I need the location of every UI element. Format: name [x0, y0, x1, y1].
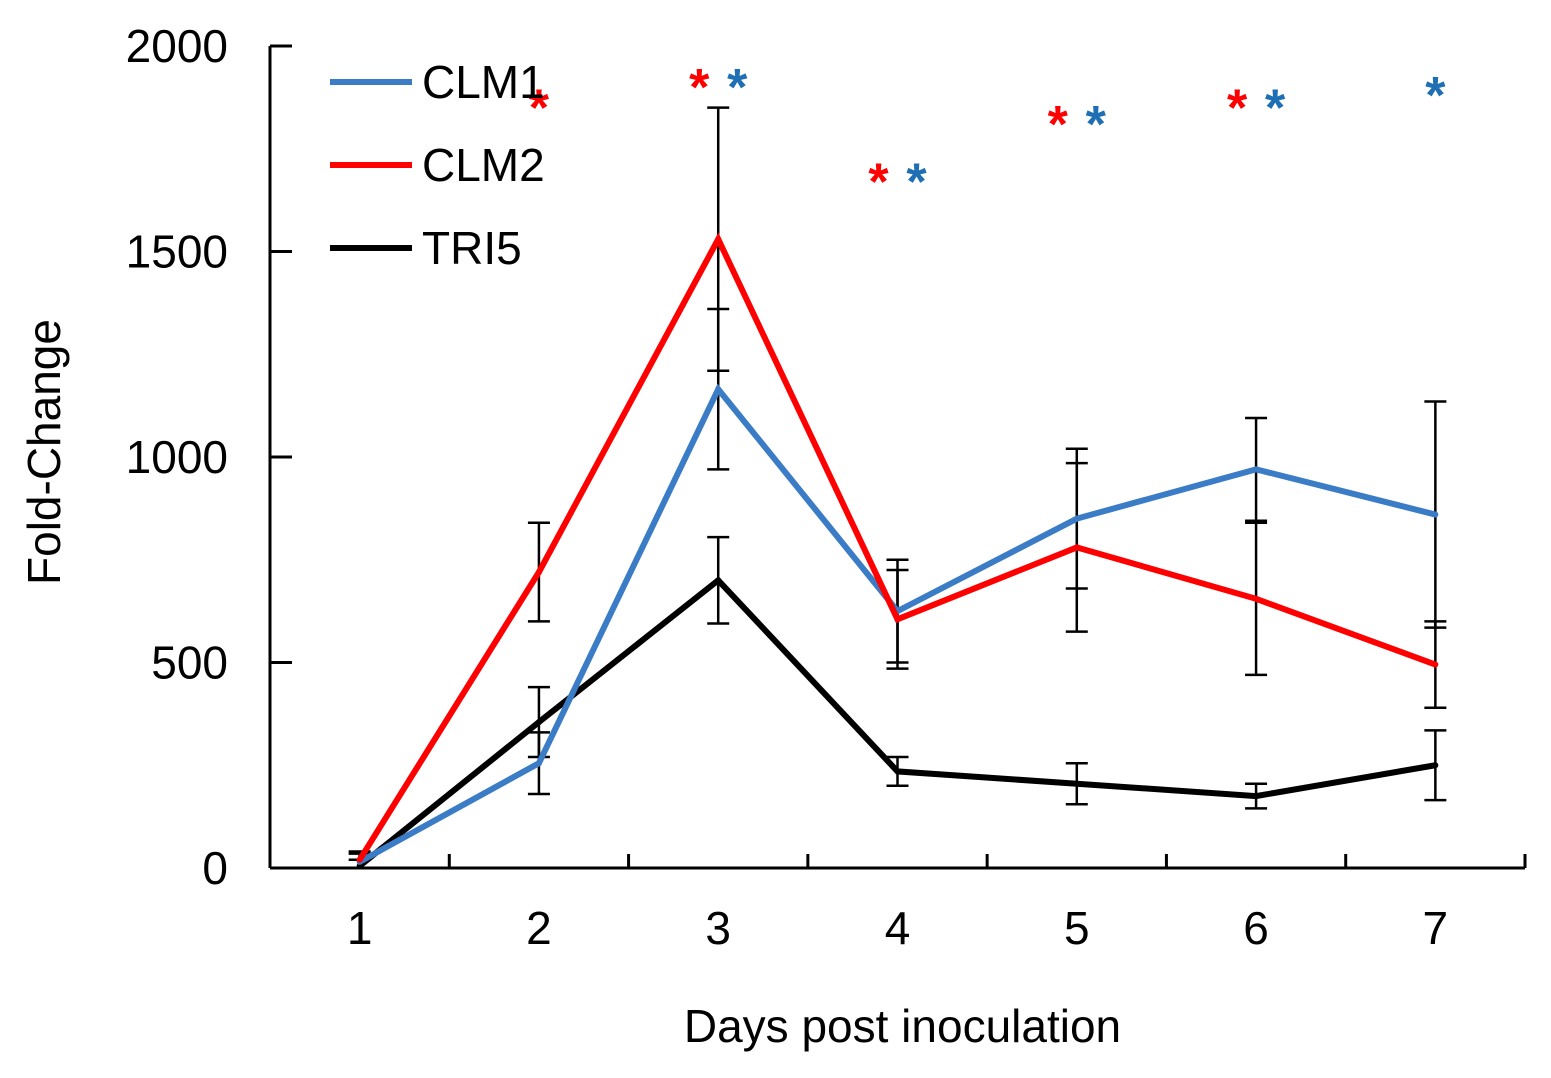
data-point-tri5	[1073, 780, 1080, 787]
y-tick-label: 1000	[126, 431, 228, 483]
data-point-clm1	[535, 760, 542, 767]
significance-star: *	[1227, 80, 1248, 138]
data-point-clm1	[715, 386, 722, 393]
significance-star: *	[868, 154, 889, 212]
significance-star: *	[529, 80, 550, 138]
x-tick-label: 3	[705, 902, 731, 954]
data-point-tri5	[535, 719, 542, 726]
x-tick-label: 6	[1243, 902, 1269, 954]
significance-star: *	[1048, 96, 1069, 154]
data-point-clm2	[1432, 661, 1439, 668]
significance-star: *	[727, 59, 748, 117]
data-point-clm1	[1073, 515, 1080, 522]
x-tick-label: 2	[526, 902, 552, 954]
data-point-clm2	[894, 616, 901, 623]
significance-annotations: * * * * * * * * * *	[529, 59, 1446, 212]
series-lines	[356, 232, 1439, 869]
data-point-tri5	[1253, 793, 1260, 800]
data-point-tri5	[715, 577, 722, 584]
y-axis-title: Fold-Change	[18, 319, 70, 585]
x-tick-label: 7	[1423, 902, 1449, 954]
data-point-clm1	[1432, 511, 1439, 518]
x-tick-label: 4	[885, 902, 911, 954]
data-point-clm2	[1073, 544, 1080, 551]
data-point-clm2	[356, 856, 363, 863]
x-axis-title: Days post inoculation	[684, 1000, 1121, 1052]
legend: CLM1 CLM2 TRI5	[330, 56, 545, 274]
y-tick-label: 500	[151, 637, 228, 689]
data-point-clm1	[1253, 466, 1260, 473]
significance-star: *	[906, 154, 927, 212]
significance-star: *	[1086, 96, 1107, 154]
x-tick-label: 5	[1064, 902, 1090, 954]
y-tick-label: 0	[202, 842, 228, 894]
significance-star: *	[1265, 80, 1286, 138]
axes: 0 500 1000 1500 2000 1 2 3 4 5 6 7	[126, 20, 1527, 954]
data-point-tri5	[894, 768, 901, 775]
data-point-tri5	[356, 862, 363, 869]
legend-label-clm1: CLM1	[422, 56, 545, 108]
x-tick-label: 1	[347, 902, 373, 954]
legend-label-tri5: TRI5	[422, 222, 522, 274]
data-point-clm2	[1253, 595, 1260, 602]
data-point-clm2	[535, 569, 542, 576]
y-tick-label: 2000	[126, 20, 228, 72]
significance-star: *	[1425, 67, 1446, 125]
legend-label-clm2: CLM2	[422, 139, 545, 191]
y-tick-label: 1500	[126, 226, 228, 278]
significance-star: *	[689, 59, 710, 117]
data-point-tri5	[1432, 762, 1439, 769]
data-point-clm2	[715, 236, 722, 243]
